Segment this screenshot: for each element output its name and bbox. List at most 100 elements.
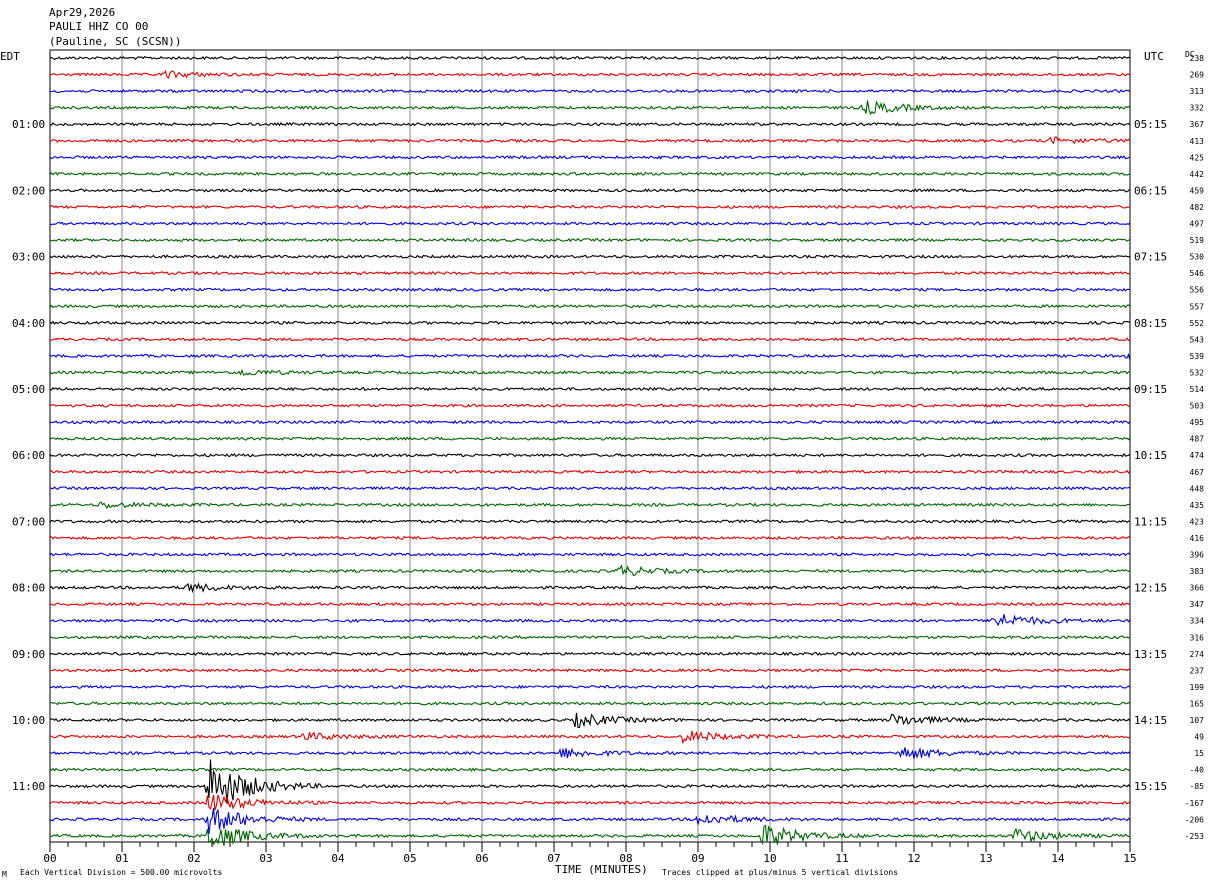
- trace-line: [49, 651, 1131, 657]
- dc-offset-value: 467: [1190, 468, 1205, 477]
- utc-hour-label: 09:15: [1134, 383, 1167, 396]
- trace-line: [49, 552, 1131, 557]
- dc-offset-value: 503: [1190, 402, 1205, 411]
- trace-line: [49, 767, 1131, 772]
- utc-hour-label: 11:15: [1134, 515, 1167, 528]
- trace-line: [49, 684, 1131, 690]
- edt-hour-label: 08:00: [12, 582, 45, 595]
- x-tick-label: 07: [547, 852, 560, 865]
- edt-hour-label: 10:00: [12, 714, 45, 727]
- left-timezone-label: EDT: [0, 50, 20, 63]
- edt-hour-label: 11:00: [12, 780, 45, 793]
- edt-hour-label: 01:00: [12, 118, 45, 131]
- edt-hour-label: 05:00: [12, 383, 45, 396]
- dc-offset-value: -85: [1190, 782, 1205, 791]
- dc-offset-value: 448: [1190, 484, 1205, 493]
- dc-offset-value: 332: [1190, 104, 1205, 113]
- trace-line: [49, 287, 1131, 293]
- x-tick-label: 06: [475, 852, 488, 865]
- edt-hour-label: 06:00: [12, 449, 45, 462]
- dc-offset-value: 546: [1190, 269, 1205, 278]
- dc-offset-labels: 238 269 313 332 367 413 425 442 459 482 497 519 530 5…: [1185, 54, 1204, 841]
- trace-line: [49, 320, 1131, 326]
- dc-offset-value: 556: [1190, 286, 1205, 295]
- edt-hour-label: 02:00: [12, 184, 45, 197]
- trace-line: [49, 237, 1131, 243]
- trace-line: [49, 352, 1131, 361]
- x-tick-label: 11: [835, 852, 848, 865]
- trace-line: [49, 254, 1131, 259]
- trace-line: [49, 304, 1131, 309]
- dc-offset-value: 543: [1190, 335, 1205, 344]
- trace-line: [49, 154, 1131, 160]
- trace-line: [49, 759, 1131, 805]
- utc-hour-label: 15:15: [1134, 780, 1167, 793]
- edt-hour-label: 07:00: [12, 515, 45, 528]
- dc-offset-value: 269: [1190, 71, 1205, 80]
- dc-offset-value: 49: [1194, 733, 1204, 742]
- trace-line: [50, 668, 1131, 673]
- x-tick-label: 02: [187, 852, 200, 865]
- trace-line: [49, 386, 1131, 392]
- dc-offset-value: 274: [1190, 650, 1205, 659]
- utc-hour-label: 08:15: [1134, 317, 1167, 330]
- dc-offset-value: 107: [1190, 716, 1205, 725]
- utc-hour-label: 14:15: [1134, 714, 1167, 727]
- trace-line: [49, 419, 1131, 425]
- dc-offset-value: 238: [1190, 54, 1205, 63]
- dc-offset-value: 15: [1194, 749, 1204, 758]
- dc-offset-value: -167: [1185, 799, 1204, 808]
- dc-offset-value: 459: [1190, 186, 1205, 195]
- trace-line: [50, 601, 1131, 607]
- dc-offset-value: 539: [1190, 352, 1205, 361]
- x-tick-label: 10: [763, 852, 776, 865]
- trace-line: [49, 469, 1131, 475]
- dc-offset-value: -40: [1190, 766, 1205, 775]
- edt-hour-label: 03:00: [12, 251, 45, 264]
- dc-column-label: DC: [1185, 50, 1195, 59]
- dc-offset-value: -206: [1185, 815, 1204, 824]
- header-station: PAULI HHZ CO 00: [49, 20, 148, 33]
- dc-offset-value: 497: [1190, 220, 1205, 229]
- trace-line: [49, 535, 1131, 541]
- dc-offset-value: -253: [1185, 832, 1204, 841]
- dc-offset-value: 316: [1190, 633, 1205, 642]
- utc-hour-label: 13:15: [1134, 648, 1167, 661]
- dc-offset-value: 442: [1190, 170, 1205, 179]
- dc-offset-value: 532: [1190, 368, 1205, 377]
- dc-offset-value: 347: [1190, 600, 1205, 609]
- trace-line: [49, 614, 1131, 627]
- x-tick-label: 09: [691, 852, 704, 865]
- x-tick-label: 00: [43, 852, 56, 865]
- trace-line: [49, 221, 1131, 226]
- x-tick-label: 14: [1051, 852, 1065, 865]
- trace-line: [49, 746, 1131, 759]
- trace-line: [49, 452, 1131, 458]
- trace-line: [49, 403, 1131, 408]
- edt-hour-label: 09:00: [12, 648, 45, 661]
- dc-offset-value: 482: [1190, 203, 1205, 212]
- x-tick-label: 04: [331, 852, 345, 865]
- trace-line: [49, 582, 1130, 594]
- x-axis-ticks: 00 01 02 03 04 05 06 07 08 09 10 11 12 13 14 15: [43, 842, 1137, 865]
- dc-offset-value: 367: [1190, 120, 1205, 129]
- dc-offset-value: 366: [1190, 584, 1205, 593]
- dc-offset-value: 557: [1190, 302, 1205, 311]
- utc-hour-label: 12:15: [1134, 582, 1167, 595]
- dc-offset-value: 514: [1190, 385, 1205, 394]
- trace-line: [49, 270, 1131, 276]
- corner-mark: M: [2, 870, 7, 879]
- dc-offset-value: 530: [1190, 253, 1205, 262]
- trace-line: [49, 712, 1131, 729]
- minute-gridlines: [121, 50, 1059, 842]
- dc-offset-value: 487: [1190, 435, 1205, 444]
- x-tick-label: 08: [619, 852, 632, 865]
- dc-offset-value: 383: [1190, 567, 1205, 576]
- utc-hour-label: 06:15: [1134, 184, 1167, 197]
- trace-line: [49, 337, 1131, 342]
- dc-offset-value: 165: [1190, 699, 1205, 708]
- dc-offset-value: 519: [1190, 236, 1205, 245]
- dc-offset-value: 416: [1190, 534, 1205, 543]
- trace-line: [49, 730, 1131, 745]
